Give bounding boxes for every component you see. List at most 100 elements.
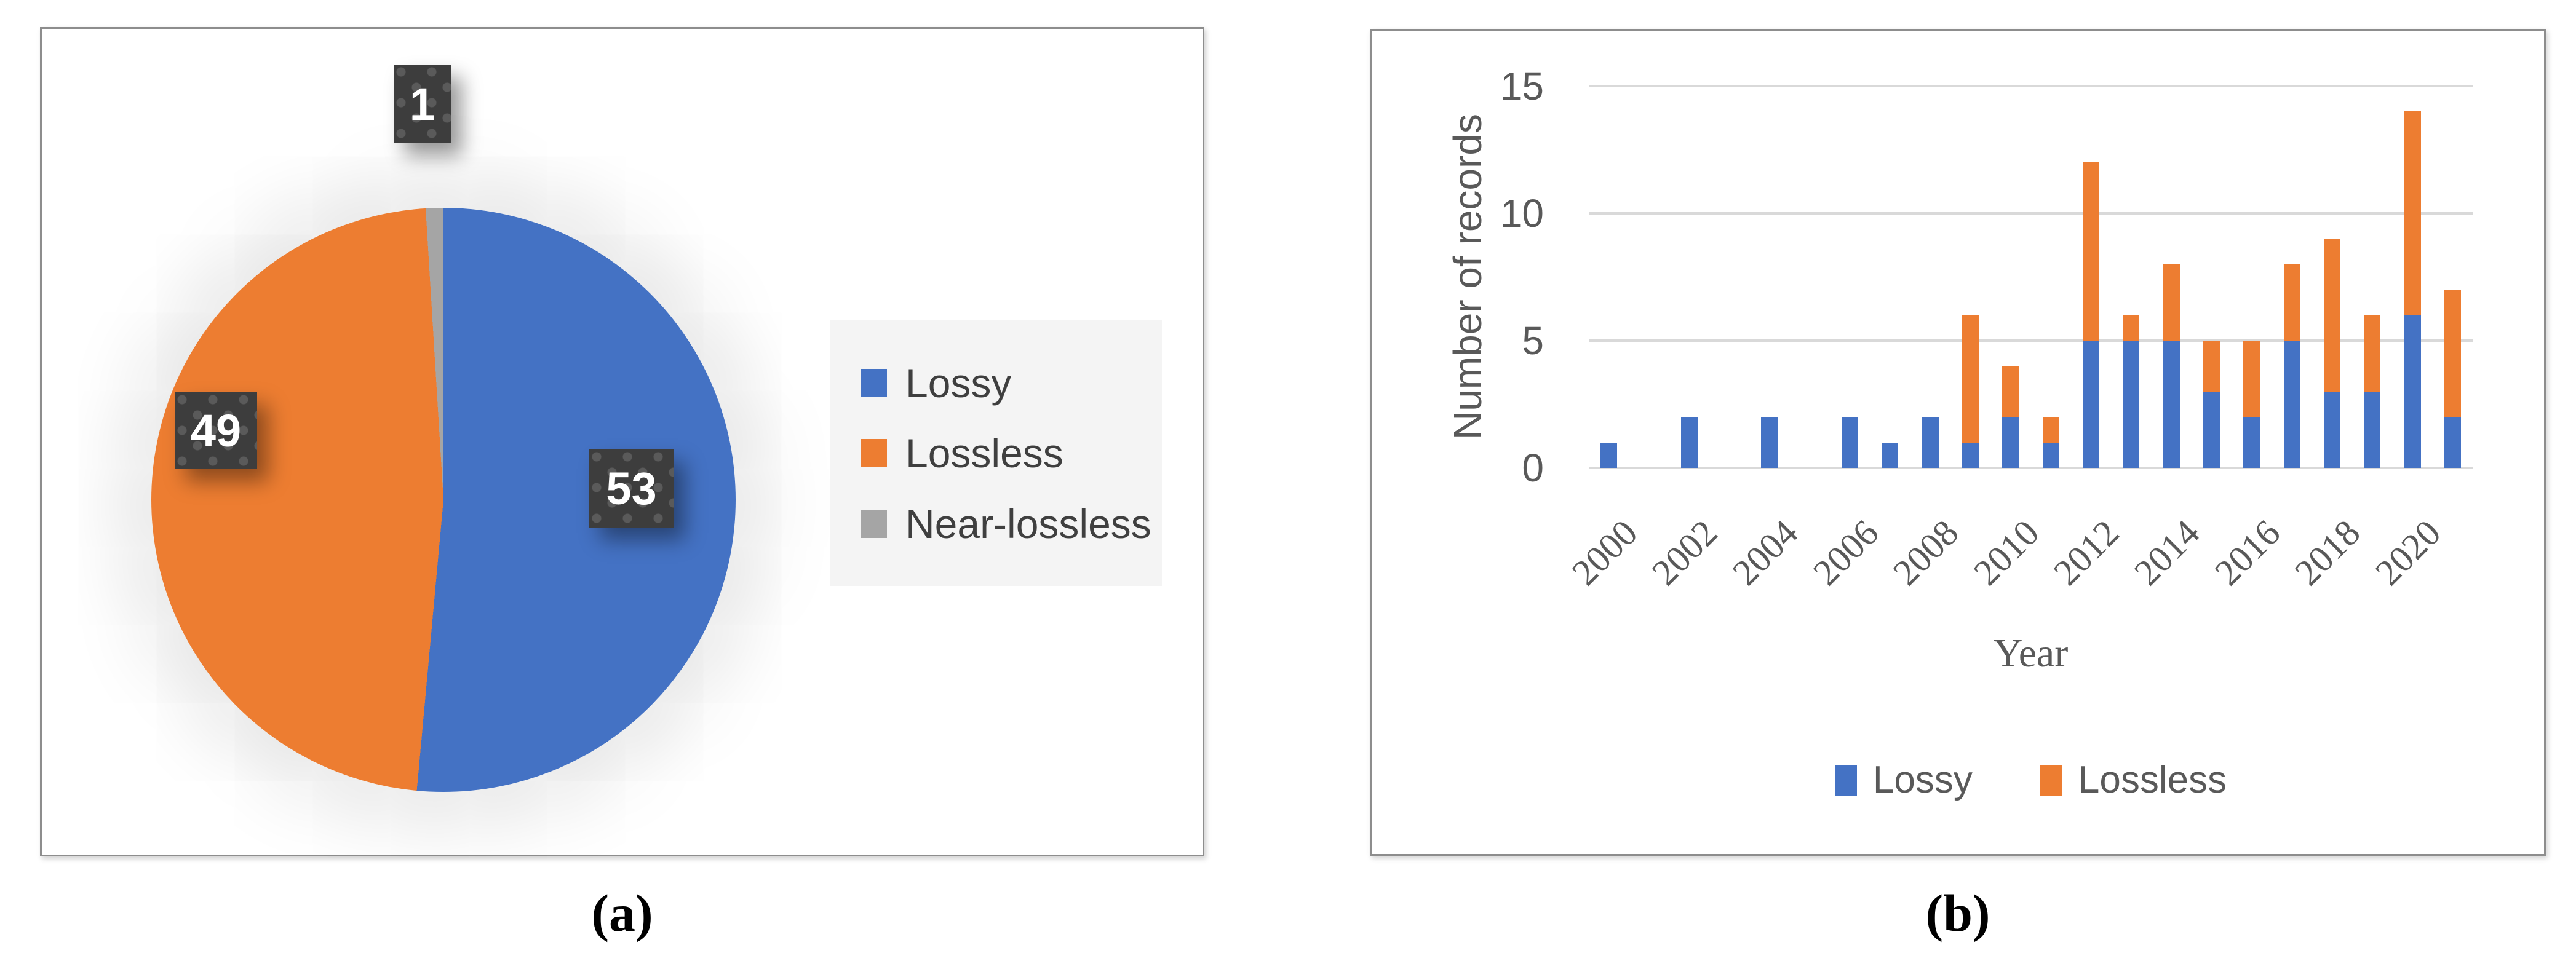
- legend-label: Near-lossless: [905, 500, 1151, 547]
- bar-2007: [1882, 86, 1899, 468]
- legend-swatch: [2040, 765, 2062, 796]
- bar-segment-lossy: [2082, 341, 2099, 468]
- y-tick-label: 0: [1522, 446, 1544, 490]
- bar-segment-lossless: [1962, 315, 1979, 443]
- bar-segment-lossy: [2002, 417, 2019, 468]
- legend-item: Lossless: [2040, 761, 2227, 799]
- x-tick-text: 2012: [2046, 512, 2128, 593]
- bar-2005: [1802, 86, 1818, 468]
- legend-item: Lossy: [1834, 759, 1973, 801]
- x-tick-text: 2018: [2287, 512, 2368, 593]
- x-tick-text: 2004: [1724, 512, 1806, 593]
- y-tick-label: 5: [1522, 318, 1544, 363]
- bar-2012: [2082, 86, 2099, 468]
- plot-area: [1589, 85, 2473, 469]
- bar-segment-lossy: [2323, 391, 2340, 468]
- bar-segment-lossless: [2123, 315, 2140, 341]
- legend-label: Lossy: [905, 360, 1012, 406]
- gridline: [1589, 85, 2473, 87]
- bar-2003: [1721, 86, 1738, 468]
- x-tick-text: 2014: [2126, 512, 2208, 593]
- pie-legend: Lossy Lossless Near-lossless: [830, 320, 1162, 586]
- bar-segment-lossy: [2203, 391, 2220, 468]
- bar-2020: [2404, 86, 2421, 468]
- bar-segment-lossless: [2163, 264, 2180, 341]
- bar-2019: [2364, 86, 2381, 468]
- bar-segment-lossless: [2283, 264, 2300, 341]
- bar-segment-lossless: [2364, 315, 2381, 392]
- pie-data-label: 49: [175, 392, 257, 469]
- x-tick-text: 2010: [1965, 512, 2047, 593]
- bar-2008: [1922, 86, 1939, 468]
- x-tick-text: 2008: [1885, 512, 1966, 593]
- bar-segment-lossy: [1680, 417, 1698, 468]
- bar-2013: [2123, 86, 2140, 468]
- legend-swatch: [861, 509, 887, 538]
- bar-segment-lossless: [2323, 239, 2340, 392]
- legend-swatch: [1834, 765, 1857, 796]
- bar-segment-lossy: [2283, 341, 2300, 468]
- bar-2015: [2203, 86, 2220, 468]
- bar-segment-lossy: [1600, 442, 1618, 468]
- bar-segment-lossless: [2444, 290, 2461, 417]
- bar-2009: [1962, 86, 1979, 468]
- caption-a: (a): [591, 884, 653, 943]
- bar-2002: [1680, 86, 1698, 468]
- legend-item: Near-lossless: [861, 504, 1156, 544]
- bar-segment-lossy: [2123, 341, 2140, 468]
- bar-2021: [2444, 86, 2461, 468]
- bar-segment-lossy: [2243, 417, 2260, 468]
- y-axis-title: Number of records: [1445, 114, 1490, 440]
- bar-segment-lossy: [2163, 341, 2180, 468]
- gridline: [1589, 212, 2473, 215]
- pie-data-label: 1: [394, 65, 451, 143]
- legend-swatch: [861, 439, 887, 467]
- legend-item: Lossless: [861, 433, 1156, 473]
- pie-panel: 53 49 1 Lossy Lossless Near-lossless: [40, 27, 1204, 856]
- bar-segment-lossless: [2404, 111, 2421, 315]
- gridline: [1589, 339, 2473, 342]
- y-tick-label: 10: [1500, 191, 1544, 235]
- x-tick-text: 2006: [1805, 512, 1886, 593]
- bar-segment-lossless: [2082, 162, 2099, 341]
- bar-2006: [1842, 86, 1859, 468]
- bar-2018: [2323, 86, 2340, 468]
- bar-2016: [2243, 86, 2260, 468]
- bar-2000: [1600, 86, 1618, 468]
- bar-segment-lossy: [1922, 417, 1939, 468]
- x-tick-text: 2020: [2367, 512, 2449, 593]
- bar-segment-lossy: [2364, 391, 2381, 468]
- gridline: [1589, 467, 2473, 469]
- bar-segment-lossless: [2243, 341, 2260, 417]
- y-tick-label: 15: [1500, 64, 1544, 108]
- x-tick-text: 2016: [2206, 512, 2288, 593]
- bar-legend: Lossy Lossless: [1589, 761, 2473, 799]
- bar-segment-lossless: [2042, 417, 2059, 443]
- bar-segment-lossy: [1882, 442, 1899, 468]
- bar-segment-lossless: [2203, 341, 2220, 392]
- legend-label: Lossless: [2078, 759, 2227, 801]
- x-tick-text: 2002: [1644, 512, 1725, 593]
- bar-segment-lossy: [1761, 417, 1778, 468]
- x-tick-text: 2000: [1564, 512, 1645, 593]
- bar-segment-lossy: [2404, 315, 2421, 468]
- bar-2017: [2283, 86, 2300, 468]
- bar-segment-lossy: [1842, 417, 1859, 468]
- bar-panel: Number of records 0 5 10 15 2000 2002 2004 200…: [1370, 29, 2546, 856]
- pie-data-label: 53: [589, 449, 674, 528]
- bar-segment-lossy: [2042, 442, 2059, 468]
- bar-2011: [2042, 86, 2059, 468]
- bar-2004: [1761, 86, 1778, 468]
- x-axis-title: Year: [1993, 631, 2069, 676]
- caption-b: (b): [1925, 884, 1990, 943]
- legend-swatch: [861, 368, 887, 397]
- bar-2001: [1640, 86, 1657, 468]
- bar-2014: [2163, 86, 2180, 468]
- bar-2010: [2002, 86, 2019, 468]
- legend-label: Lossy: [1872, 759, 1973, 801]
- legend-item: Lossy: [861, 363, 1156, 403]
- bar-segment-lossy: [2444, 417, 2461, 468]
- legend-label: Lossless: [905, 430, 1063, 476]
- bar-segment-lossy: [1962, 442, 1979, 468]
- bar-segment-lossless: [2002, 366, 2019, 417]
